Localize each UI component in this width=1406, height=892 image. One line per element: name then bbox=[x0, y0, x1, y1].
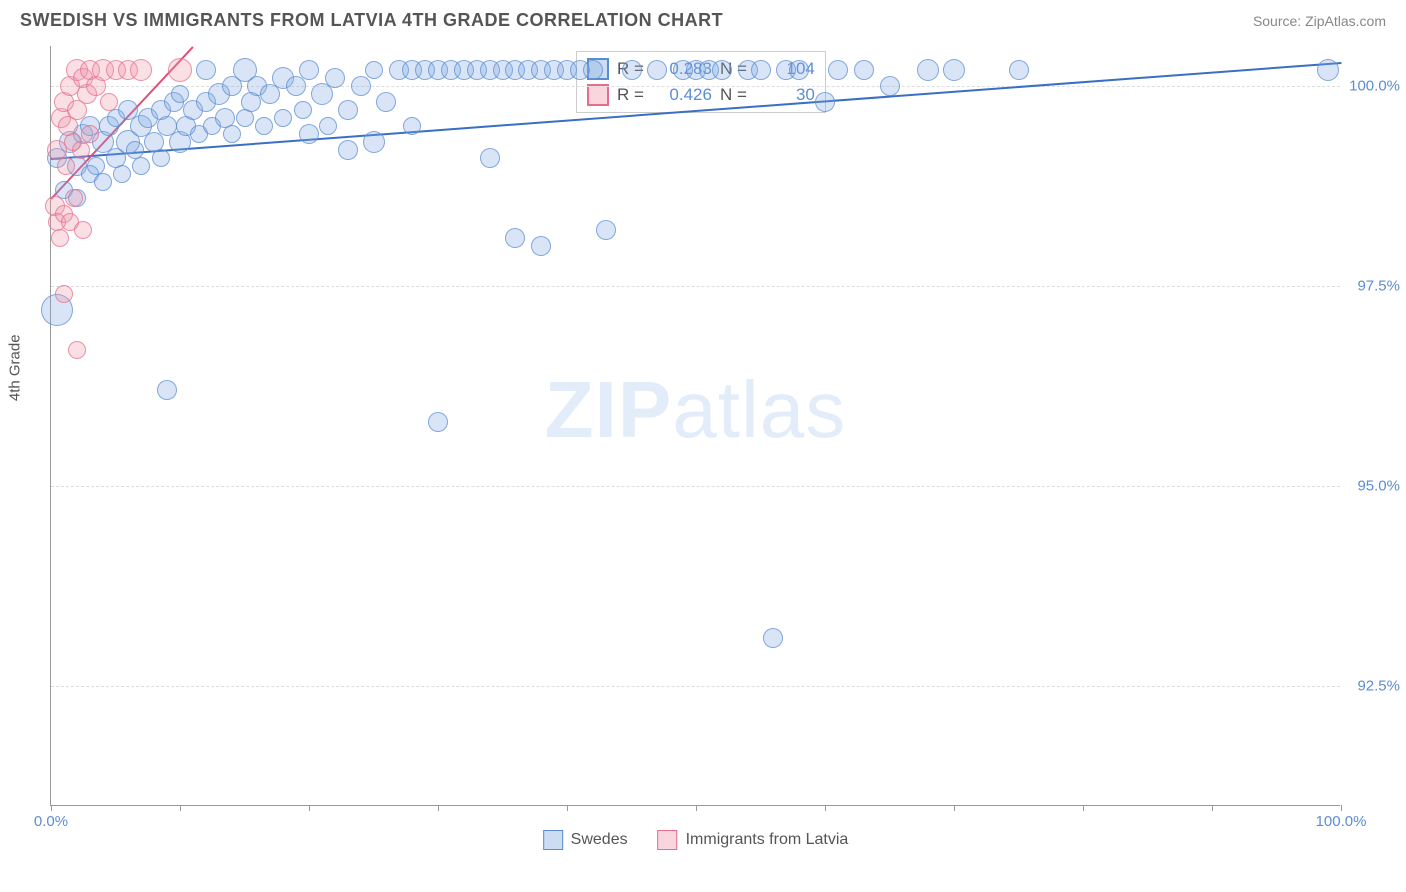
data-point bbox=[1009, 60, 1029, 80]
data-point bbox=[223, 125, 241, 143]
data-point bbox=[622, 60, 642, 80]
data-point bbox=[428, 412, 448, 432]
x-tick bbox=[1341, 805, 1342, 811]
watermark: ZIPatlas bbox=[545, 364, 846, 456]
data-point bbox=[583, 60, 603, 80]
chart-title: SWEDISH VS IMMIGRANTS FROM LATVIA 4TH GR… bbox=[20, 10, 723, 31]
data-point bbox=[376, 92, 396, 112]
gridline bbox=[51, 686, 1340, 687]
r-label-2: R = bbox=[617, 85, 644, 105]
data-point bbox=[763, 628, 783, 648]
data-point bbox=[100, 93, 118, 111]
data-point bbox=[55, 285, 73, 303]
data-point bbox=[94, 173, 112, 191]
data-point bbox=[531, 236, 551, 256]
data-point bbox=[365, 61, 383, 79]
x-tick bbox=[825, 805, 826, 811]
data-point bbox=[647, 60, 667, 80]
data-point bbox=[751, 60, 771, 80]
data-point bbox=[403, 117, 421, 135]
n-label-2: N = bbox=[720, 85, 747, 105]
data-point bbox=[351, 76, 371, 96]
legend-swatch-blue-icon bbox=[543, 830, 563, 850]
data-point bbox=[596, 220, 616, 240]
data-point bbox=[338, 100, 358, 120]
y-tick-label: 92.5% bbox=[1357, 678, 1400, 695]
x-tick bbox=[1212, 805, 1213, 811]
data-point bbox=[294, 101, 312, 119]
data-point bbox=[325, 68, 345, 88]
legend-item-latvia: Immigrants from Latvia bbox=[658, 830, 849, 850]
bottom-legend: Swedes Immigrants from Latvia bbox=[543, 830, 849, 850]
y-tick-label: 97.5% bbox=[1357, 278, 1400, 295]
data-point bbox=[712, 60, 732, 80]
x-tick bbox=[438, 805, 439, 811]
data-point bbox=[152, 149, 170, 167]
legend-label-latvia: Immigrants from Latvia bbox=[686, 831, 849, 849]
x-tick bbox=[51, 805, 52, 811]
data-point bbox=[171, 85, 189, 103]
x-tick bbox=[954, 805, 955, 811]
watermark-light: atlas bbox=[672, 365, 846, 454]
gridline bbox=[51, 286, 1340, 287]
r-val-latvia: 0.426 bbox=[652, 85, 712, 105]
data-point bbox=[480, 148, 500, 168]
data-point bbox=[130, 59, 152, 81]
data-point bbox=[854, 60, 874, 80]
legend-item-swedes: Swedes bbox=[543, 830, 628, 850]
data-point bbox=[81, 125, 99, 143]
swatch-pink-icon bbox=[587, 84, 609, 106]
data-point bbox=[196, 60, 216, 80]
data-point bbox=[72, 141, 90, 159]
data-point bbox=[286, 76, 306, 96]
chart-container: 4th Grade ZIPatlas R = 0.283 N = 104 R =… bbox=[50, 46, 1386, 806]
data-point bbox=[157, 380, 177, 400]
y-axis-title: 4th Grade bbox=[7, 334, 24, 401]
data-point bbox=[65, 189, 83, 207]
header: SWEDISH VS IMMIGRANTS FROM LATVIA 4TH GR… bbox=[0, 0, 1406, 36]
data-point bbox=[299, 60, 319, 80]
legend-swatch-pink-icon bbox=[658, 830, 678, 850]
data-point bbox=[505, 228, 525, 248]
data-point bbox=[363, 131, 385, 153]
x-tick bbox=[180, 805, 181, 811]
data-point bbox=[68, 341, 86, 359]
plot-area: ZIPatlas R = 0.283 N = 104 R = 0.426 N =… bbox=[50, 46, 1340, 806]
x-tick-label: 0.0% bbox=[34, 813, 68, 830]
data-point bbox=[51, 229, 69, 247]
x-tick bbox=[567, 805, 568, 811]
gridline bbox=[51, 486, 1340, 487]
data-point bbox=[113, 165, 131, 183]
data-point bbox=[828, 60, 848, 80]
data-point bbox=[299, 124, 319, 144]
data-point bbox=[57, 157, 75, 175]
x-tick bbox=[1083, 805, 1084, 811]
y-tick-label: 95.0% bbox=[1357, 478, 1400, 495]
watermark-bold: ZIP bbox=[545, 365, 672, 454]
data-point bbox=[132, 157, 150, 175]
gridline bbox=[51, 86, 1340, 87]
data-point bbox=[1317, 59, 1339, 81]
data-point bbox=[880, 76, 900, 96]
data-point bbox=[789, 60, 809, 80]
data-point bbox=[274, 109, 292, 127]
data-point bbox=[319, 117, 337, 135]
data-point bbox=[255, 117, 273, 135]
data-point bbox=[168, 58, 192, 82]
data-point bbox=[74, 221, 92, 239]
legend-label-swedes: Swedes bbox=[571, 831, 628, 849]
x-tick bbox=[309, 805, 310, 811]
y-tick-label: 100.0% bbox=[1349, 78, 1400, 95]
data-point bbox=[815, 92, 835, 112]
x-tick bbox=[696, 805, 697, 811]
source-label: Source: ZipAtlas.com bbox=[1253, 13, 1386, 29]
data-point bbox=[917, 59, 939, 81]
data-point bbox=[943, 59, 965, 81]
x-tick-label: 100.0% bbox=[1316, 813, 1367, 830]
data-point bbox=[338, 140, 358, 160]
